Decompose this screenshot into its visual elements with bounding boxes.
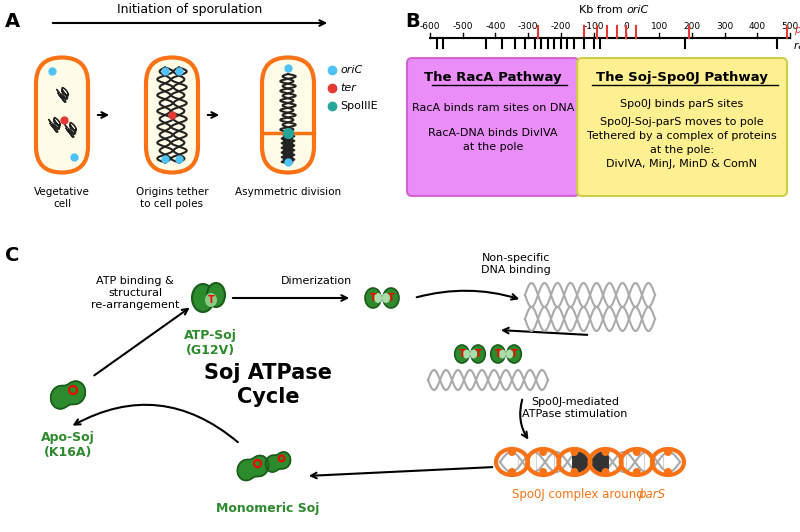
Circle shape: [633, 468, 641, 476]
Ellipse shape: [36, 57, 88, 110]
Text: 300: 300: [716, 22, 733, 31]
Bar: [146, 84, 198, 146]
Ellipse shape: [262, 121, 314, 172]
Text: ram sites: ram sites: [794, 41, 800, 51]
Ellipse shape: [146, 57, 198, 110]
Ellipse shape: [36, 121, 88, 172]
Ellipse shape: [207, 283, 225, 307]
Text: -400: -400: [486, 22, 506, 31]
Text: ATP-Soj
(G12V): ATP-Soj (G12V): [183, 329, 237, 357]
Circle shape: [602, 448, 610, 456]
Text: -100: -100: [583, 22, 604, 31]
Text: 500: 500: [782, 22, 798, 31]
Text: Spo0J-mediated
ATPase stimulation: Spo0J-mediated ATPase stimulation: [522, 397, 628, 419]
Ellipse shape: [490, 345, 505, 363]
Text: C: C: [5, 246, 19, 265]
Text: Origins tether
to cell poles: Origins tether to cell poles: [136, 187, 208, 209]
Ellipse shape: [205, 293, 217, 307]
Text: T: T: [494, 349, 502, 359]
Circle shape: [602, 468, 610, 476]
Text: 100: 100: [650, 22, 668, 31]
Polygon shape: [266, 452, 290, 472]
Ellipse shape: [454, 345, 469, 363]
Text: -200: -200: [550, 22, 571, 31]
Text: Soj ATPase
Cycle: Soj ATPase Cycle: [204, 363, 332, 408]
Circle shape: [508, 448, 516, 456]
Ellipse shape: [462, 350, 470, 359]
Text: oriC: oriC: [340, 65, 362, 75]
Text: oriC: oriC: [626, 5, 649, 15]
Text: Apo-Soj
(K16A): Apo-Soj (K16A): [41, 431, 95, 459]
Text: T: T: [510, 349, 518, 359]
Text: Spo0J complex around: Spo0J complex around: [512, 488, 648, 501]
Text: T: T: [458, 349, 466, 359]
Text: B: B: [405, 12, 420, 31]
Text: Tethered by a complex of proteins
at the pole:
DivIVA, MinJ, MinD & ComN: Tethered by a complex of proteins at the…: [587, 131, 777, 169]
Text: RacA-DNA binds DivIVA
at the pole: RacA-DNA binds DivIVA at the pole: [428, 128, 558, 152]
Ellipse shape: [365, 288, 381, 308]
Text: parS sites: parS sites: [794, 25, 800, 35]
Circle shape: [570, 468, 578, 476]
Polygon shape: [50, 381, 86, 409]
Text: T: T: [388, 293, 394, 303]
Ellipse shape: [499, 350, 506, 359]
Text: Non-specific
DNA binding: Non-specific DNA binding: [481, 253, 551, 275]
FancyBboxPatch shape: [577, 58, 787, 196]
Ellipse shape: [383, 288, 399, 308]
Text: Spo0J-Soj-parS moves to pole: Spo0J-Soj-parS moves to pole: [600, 117, 764, 127]
Text: 400: 400: [749, 22, 766, 31]
Ellipse shape: [146, 121, 198, 172]
Bar: [36, 84, 88, 146]
Ellipse shape: [374, 293, 382, 303]
Ellipse shape: [506, 350, 514, 359]
Circle shape: [664, 468, 672, 476]
Text: parS: parS: [638, 488, 666, 501]
Circle shape: [539, 468, 547, 476]
Ellipse shape: [262, 57, 314, 110]
Ellipse shape: [507, 345, 522, 363]
Text: A: A: [5, 12, 20, 31]
Ellipse shape: [470, 350, 477, 359]
Text: The RacA Pathway: The RacA Pathway: [424, 71, 562, 85]
Ellipse shape: [382, 293, 390, 303]
Text: 200: 200: [683, 22, 700, 31]
FancyBboxPatch shape: [407, 58, 579, 196]
Circle shape: [539, 448, 547, 456]
Circle shape: [664, 448, 672, 456]
Text: Asymmetric division: Asymmetric division: [235, 187, 341, 197]
Circle shape: [508, 468, 516, 476]
Ellipse shape: [192, 284, 214, 312]
Text: ATP binding &
structural
re-arrangement: ATP binding & structural re-arrangement: [91, 277, 179, 310]
Text: Dimerization: Dimerization: [280, 276, 352, 286]
Text: T: T: [474, 349, 482, 359]
Text: -500: -500: [453, 22, 473, 31]
Text: 0: 0: [623, 22, 630, 31]
Text: Monomeric Soj: Monomeric Soj: [216, 502, 320, 515]
Text: -300: -300: [518, 22, 538, 31]
Polygon shape: [238, 455, 269, 480]
Text: T: T: [208, 295, 214, 305]
Ellipse shape: [471, 345, 486, 363]
Text: The Soj-Spo0J Pathway: The Soj-Spo0J Pathway: [596, 71, 768, 85]
Text: Spo0J binds parS sites: Spo0J binds parS sites: [620, 99, 744, 109]
Text: RacA binds ram sites on DNA: RacA binds ram sites on DNA: [412, 103, 574, 113]
Text: T: T: [370, 293, 376, 303]
Text: Initiation of sporulation: Initiation of sporulation: [118, 3, 262, 16]
Text: SpoIIIE: SpoIIIE: [340, 101, 378, 111]
Circle shape: [570, 448, 578, 456]
Text: Kb from: Kb from: [579, 5, 626, 15]
Text: Vegetative
cell: Vegetative cell: [34, 187, 90, 209]
Text: ter: ter: [340, 83, 356, 93]
Text: -600: -600: [420, 22, 440, 31]
Circle shape: [633, 448, 641, 456]
Bar: [262, 84, 314, 146]
